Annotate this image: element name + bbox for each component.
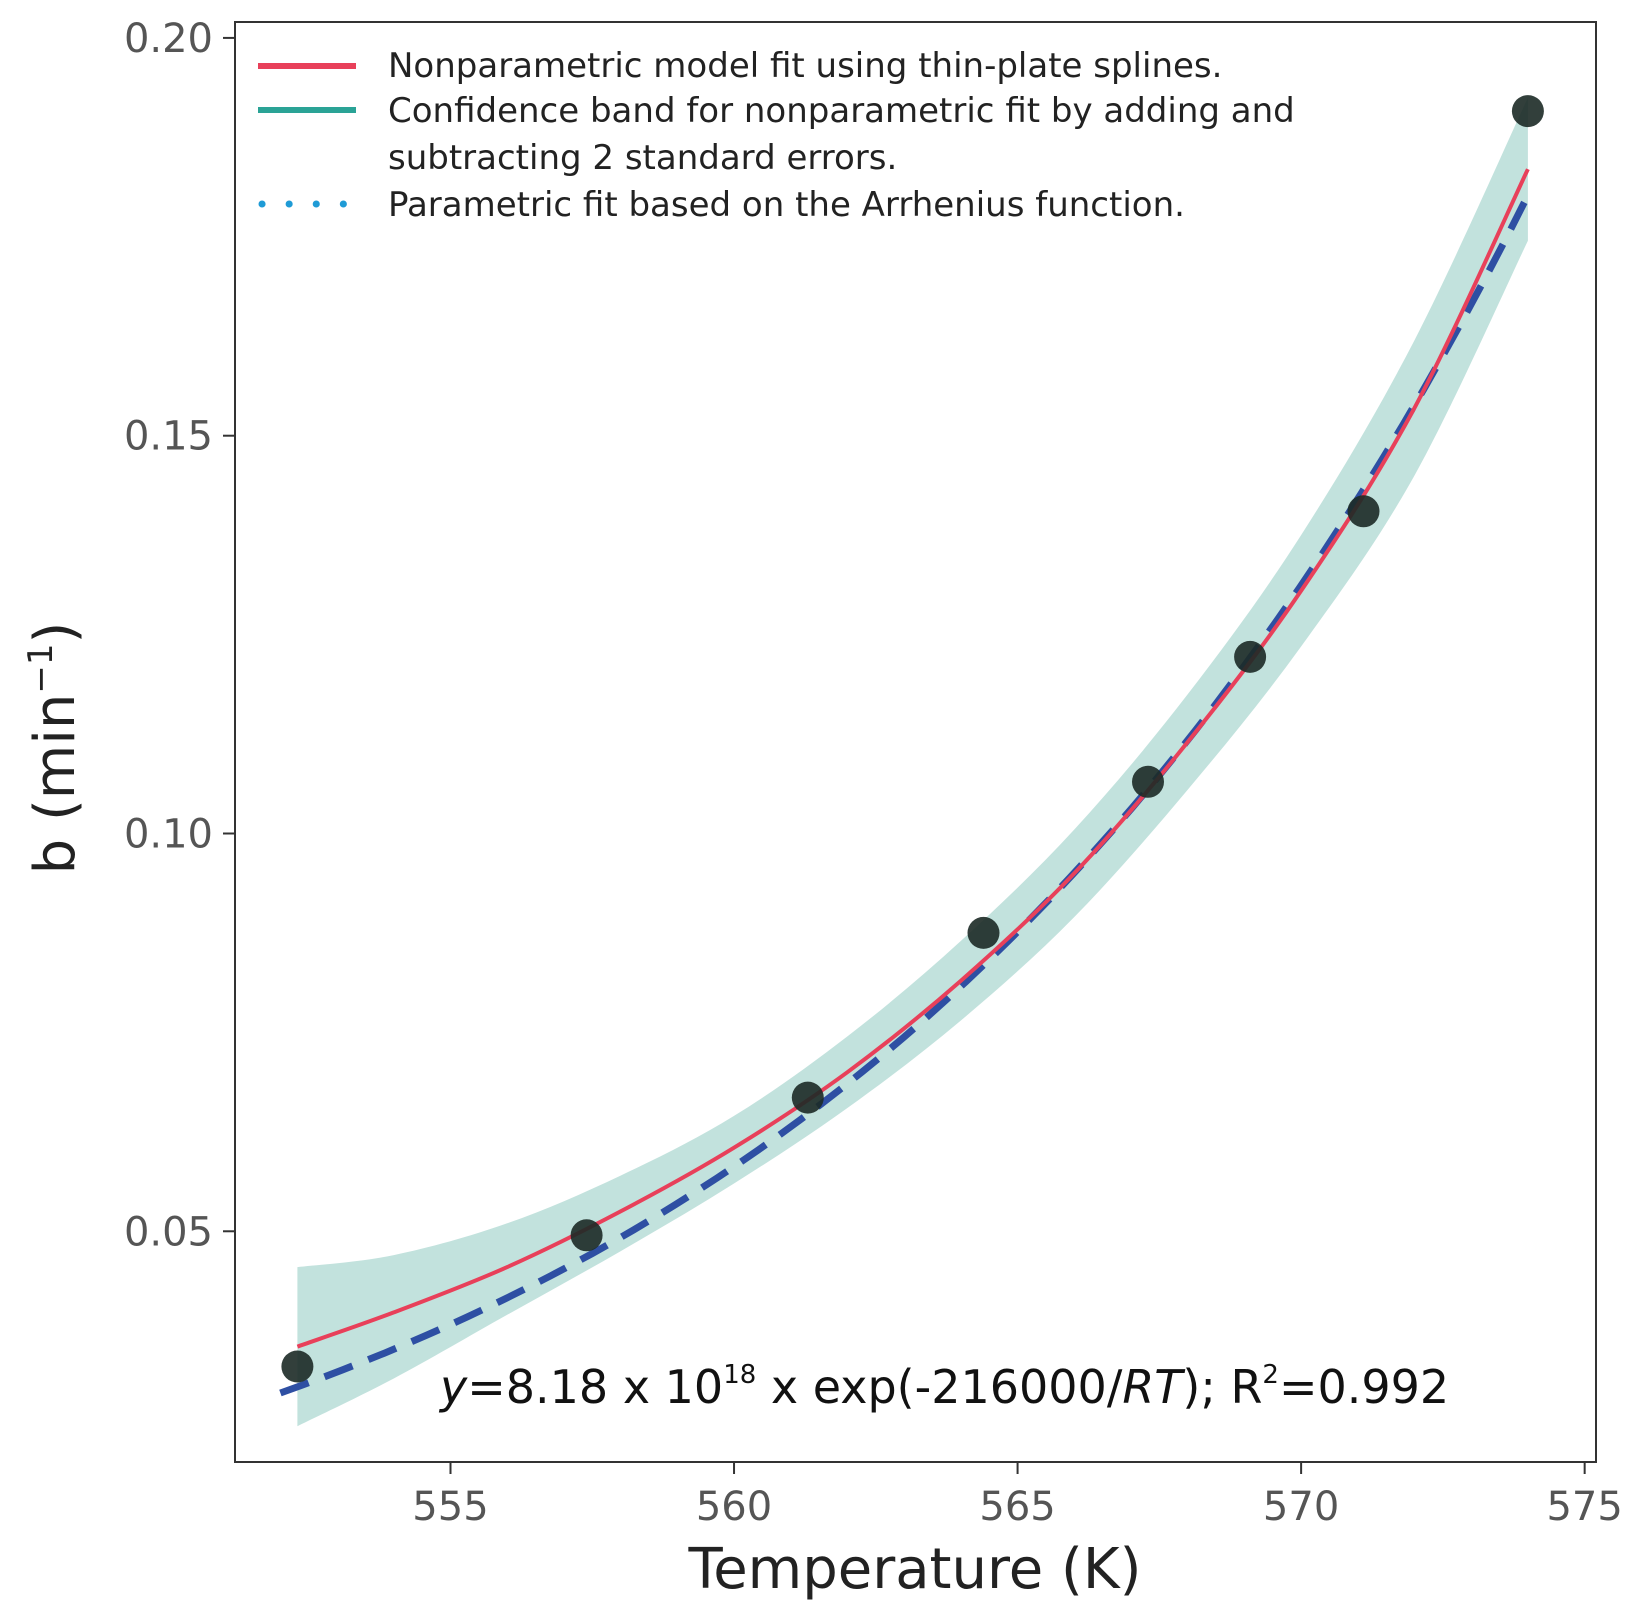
x-axis-title: Temperature (K) bbox=[688, 1537, 1142, 1602]
equation-rt: RT bbox=[1122, 1360, 1186, 1414]
legend-label-arrhenius: Parametric fit based on the Arrhenius fu… bbox=[388, 185, 1185, 225]
x-tick-label: 575 bbox=[1546, 1484, 1622, 1530]
equation-coefficient: =8.18 x 10 bbox=[467, 1360, 723, 1414]
x-tick-label: 560 bbox=[696, 1484, 772, 1530]
x-tick-label: 570 bbox=[1263, 1484, 1339, 1530]
equation-r-squared-exponent: 2 bbox=[1262, 1360, 1279, 1390]
equation-annotation: y=8.18 x 1018 x exp(-216000/RT); R2=0.99… bbox=[438, 1360, 1449, 1414]
y-axis: 0.05 0.10 0.15 0.20 bbox=[124, 16, 235, 1255]
y-axis-title-base: b (min bbox=[23, 694, 88, 875]
y-tick-label: 0.10 bbox=[124, 811, 213, 857]
y-axis-title: b (min−1) bbox=[21, 622, 88, 875]
x-tick-label: 565 bbox=[979, 1484, 1055, 1530]
y-axis-title-exponent: −1 bbox=[21, 643, 61, 693]
x-axis: 555 560 565 570 575 bbox=[412, 1462, 1623, 1530]
data-point bbox=[1234, 640, 1267, 673]
y-tick-label: 0.05 bbox=[124, 1209, 213, 1255]
plot-panel-border bbox=[234, 21, 1597, 1463]
legend-label-band-line-2: subtracting 2 standard errors. bbox=[388, 138, 897, 178]
equation-y-variable: y bbox=[438, 1360, 468, 1414]
data-point bbox=[967, 916, 1000, 949]
data-point bbox=[1347, 495, 1380, 528]
data-point bbox=[281, 1350, 314, 1383]
y-axis-title-close: ) bbox=[23, 622, 88, 644]
equation-exp-term: x exp(-216000/ bbox=[756, 1360, 1123, 1414]
equation-exponent: 18 bbox=[723, 1360, 756, 1390]
equation-r-squared: ); R bbox=[1182, 1360, 1262, 1414]
legend: Nonparametric model fit using thin-plate… bbox=[258, 46, 1295, 225]
equation-r-squared-value: =0.992 bbox=[1279, 1360, 1449, 1414]
data-point bbox=[570, 1219, 603, 1252]
data-point bbox=[1511, 95, 1544, 128]
x-tick-label: 555 bbox=[412, 1484, 488, 1530]
arrhenius-fit-line bbox=[279, 193, 1532, 1397]
legend-label-band: Confidence band for nonparametric fit by… bbox=[388, 91, 1295, 178]
confidence-band bbox=[297, 97, 1528, 1427]
y-tick-label: 0.20 bbox=[124, 16, 213, 62]
legend-label-band-line-1: Confidence band for nonparametric fit by… bbox=[388, 91, 1295, 131]
data-point bbox=[1132, 765, 1164, 798]
y-tick-label: 0.15 bbox=[124, 414, 213, 460]
legend-label-spline: Nonparametric model fit using thin-plate… bbox=[388, 46, 1222, 86]
data-points bbox=[281, 95, 1544, 1383]
data-point bbox=[791, 1081, 824, 1114]
spline-fit-line bbox=[296, 168, 1530, 1349]
